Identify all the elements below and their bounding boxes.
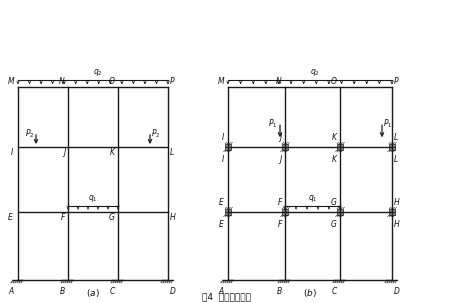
Text: O: O xyxy=(109,77,115,86)
Text: L: L xyxy=(170,148,174,157)
Text: F: F xyxy=(278,220,282,229)
Text: I: I xyxy=(222,133,224,142)
Bar xyxy=(282,147,288,150)
Text: G: G xyxy=(331,198,337,207)
Text: J: J xyxy=(280,155,282,164)
Text: $(a)$: $(a)$ xyxy=(86,287,100,299)
Text: I: I xyxy=(222,155,224,164)
Text: $q_2$: $q_2$ xyxy=(93,67,103,78)
Text: $P_2$: $P_2$ xyxy=(151,127,160,140)
Text: $P_1$: $P_1$ xyxy=(267,117,277,130)
Text: I: I xyxy=(11,148,13,157)
Text: C: C xyxy=(109,287,115,296)
Bar xyxy=(225,209,231,212)
Text: N: N xyxy=(59,77,65,86)
Bar xyxy=(225,212,231,215)
Bar xyxy=(337,144,343,147)
Text: H: H xyxy=(170,213,176,222)
Bar xyxy=(337,212,343,215)
Text: C: C xyxy=(331,287,337,296)
Text: 图4  分层法示意图: 图4 分层法示意图 xyxy=(202,292,252,301)
Bar xyxy=(389,212,395,215)
Text: F: F xyxy=(278,198,282,207)
Text: E: E xyxy=(219,198,224,207)
Text: B: B xyxy=(277,287,282,296)
Text: $P_2$: $P_2$ xyxy=(25,127,34,140)
Text: A: A xyxy=(9,287,14,296)
Text: B: B xyxy=(60,287,65,296)
Text: $P_1$: $P_1$ xyxy=(383,117,392,130)
Text: $q_1$: $q_1$ xyxy=(308,193,317,204)
Bar xyxy=(225,144,231,147)
Text: G: G xyxy=(331,220,337,229)
Bar xyxy=(282,212,288,215)
Bar xyxy=(225,147,231,150)
Bar xyxy=(389,147,395,150)
Text: P: P xyxy=(170,77,175,86)
Bar xyxy=(337,147,343,150)
Text: G: G xyxy=(109,213,115,222)
Text: H: H xyxy=(394,220,400,229)
Text: J: J xyxy=(63,148,65,157)
Text: J: J xyxy=(280,133,282,142)
Bar xyxy=(337,209,343,212)
Text: L: L xyxy=(394,155,398,164)
Text: N: N xyxy=(276,77,282,86)
Text: A: A xyxy=(219,287,224,296)
Text: O: O xyxy=(331,77,337,86)
Text: K: K xyxy=(332,133,337,142)
Bar xyxy=(389,144,395,147)
Text: E: E xyxy=(219,220,224,229)
Text: $q_2$: $q_2$ xyxy=(310,67,320,78)
Text: $q_1$: $q_1$ xyxy=(88,193,98,204)
Text: D: D xyxy=(170,287,176,296)
Bar xyxy=(282,209,288,212)
Text: D: D xyxy=(394,287,400,296)
Text: M: M xyxy=(7,77,14,86)
Text: F: F xyxy=(61,213,65,222)
Text: H: H xyxy=(394,198,400,207)
Bar xyxy=(389,209,395,212)
Text: L: L xyxy=(394,133,398,142)
Text: E: E xyxy=(8,213,13,222)
Text: K: K xyxy=(332,155,337,164)
Text: K: K xyxy=(110,148,115,157)
Bar xyxy=(282,144,288,147)
Text: P: P xyxy=(394,77,399,86)
Text: $(b)$: $(b)$ xyxy=(303,287,317,299)
Text: M: M xyxy=(217,77,224,86)
